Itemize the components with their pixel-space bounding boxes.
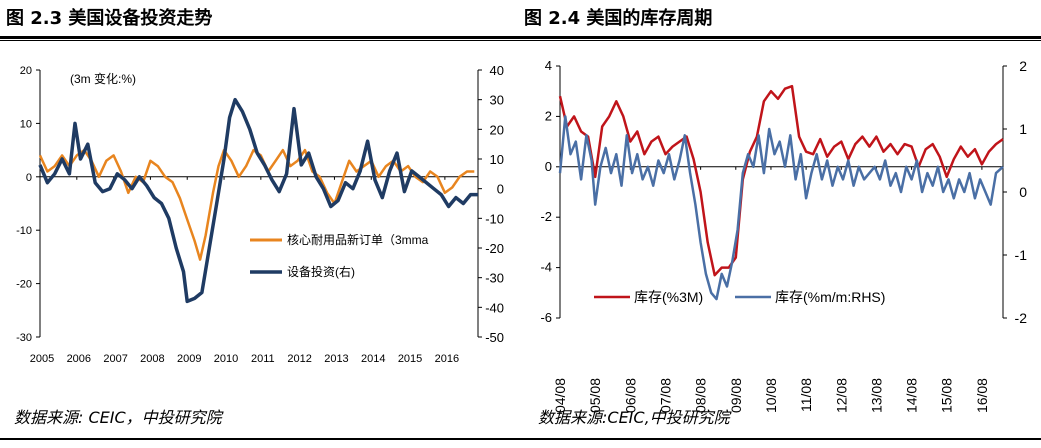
chart1-right-tick-label: -10 — [485, 211, 504, 226]
chart1-series-2-line — [38, 97, 478, 304]
chart2-right-tick-label: -1 — [1015, 247, 1028, 263]
chart1-right-tick-label: -20 — [485, 241, 504, 256]
chart1-right-tick-label: 20 — [490, 122, 504, 137]
bottom-rule — [0, 438, 1041, 440]
top-rule-thick — [0, 36, 1041, 39]
chart2-x-tick-label: 04/08 — [552, 378, 568, 413]
chart1-left-tick-label: -30 — [16, 332, 32, 344]
chart1-x-tick-label: 2008 — [140, 353, 164, 365]
chart1-x-tick-label: 2010 — [214, 353, 238, 365]
chart2-right-tick-label: 2 — [1019, 58, 1027, 74]
chart2-x-tick-label: 16/08 — [974, 378, 990, 413]
right-figure-title: 图 2.4 美国的库存周期 — [524, 8, 713, 29]
chart1-right-tick-label: 0 — [497, 182, 504, 197]
chart2-x-tick-label: 08/08 — [693, 378, 709, 413]
chart2-x-tick-label: 05/08 — [587, 378, 603, 413]
chart2-left-tick-label: 0 — [545, 159, 552, 174]
chart1-left-tick-label: 20 — [20, 65, 32, 77]
chart2-x-tick-label: 06/08 — [622, 378, 638, 413]
chart1-left-tick-label: -20 — [16, 279, 32, 291]
left-figure-title: 图 2.3 美国设备投资走势 — [6, 8, 213, 29]
chart2-x-tick-label: 10/08 — [763, 378, 779, 413]
chart2-x-tick-label: 14/08 — [904, 378, 920, 413]
chart1-right-tick-label: -50 — [485, 330, 504, 345]
chart1-x-tick-label: 2013 — [324, 353, 348, 365]
chart2-x-tick-label: 09/08 — [728, 378, 744, 413]
chart1-x-tick-label: 2015 — [398, 353, 422, 365]
chart1-x-tick-label: 2006 — [67, 353, 91, 365]
chart2-left-tick-label: -2 — [540, 209, 552, 224]
chart2-x-tick-label: 12/08 — [833, 378, 849, 413]
chart1-x-tick-label: 2012 — [287, 353, 311, 365]
chart1-x-tick-label: 2011 — [251, 353, 275, 365]
chart2-left-tick-label: -6 — [540, 310, 552, 325]
chart1-legend-label-1: 核心耐用品新订单（3mma — [287, 232, 429, 247]
chart1-right-tick-label: 10 — [490, 152, 504, 167]
chart1-right-tick-label: 30 — [490, 93, 504, 108]
chart2-left-tick-label: 2 — [545, 108, 552, 123]
chart2-x-tick-label: 15/08 — [939, 378, 955, 413]
chart1-right-tick-label: -40 — [485, 300, 504, 315]
chart2-right-tick-label: 0 — [1019, 184, 1027, 200]
chart1-x-tick-label: 2007 — [103, 353, 127, 365]
chart1-right-tick-label: 40 — [490, 63, 504, 78]
chart1-x-tick-label: 2014 — [361, 353, 385, 365]
chart2-series-2-line — [558, 115, 1004, 301]
chart2-right-tick-label: -2 — [1015, 310, 1028, 326]
chart2-legend-label-1: 库存(%3M) — [634, 289, 703, 305]
chart2-x-tick-label: 07/08 — [657, 378, 673, 413]
top-rule-thin — [0, 40, 1041, 41]
chart2-left-tick-label: -4 — [540, 260, 552, 275]
chart1-left-tick-label: -10 — [16, 225, 32, 237]
chart1-x-tick-label: 2005 — [30, 353, 54, 365]
chart2-right-tick-label: 1 — [1019, 121, 1027, 137]
chart1-left-tick-label: 0 — [26, 172, 32, 184]
chart1-legend-label-2: 设备投资(右) — [287, 264, 355, 279]
chart2-legend-label-2: 库存(%m/m:RHS) — [775, 289, 885, 305]
chart1-x-tick-label: 2016 — [435, 353, 459, 365]
chart1-right-tick-label: -30 — [485, 271, 504, 286]
chart1-left-tick-label: 10 — [20, 118, 32, 130]
chart1-x-tick-label: 2009 — [177, 353, 201, 365]
right-source-note: 数据来源:CEIC,中投研究院 — [538, 408, 730, 427]
left-source-note: 数据来源: CEIC，中投研究院 — [14, 408, 222, 427]
chart2-x-tick-label: 11/08 — [798, 378, 814, 412]
chart2-series-1-line — [558, 84, 1004, 277]
chart2-left-tick-label: 4 — [545, 58, 552, 73]
chart2-x-tick-label: 13/08 — [868, 378, 884, 413]
chart1-annotation: (3m 变化:%) — [70, 71, 136, 86]
